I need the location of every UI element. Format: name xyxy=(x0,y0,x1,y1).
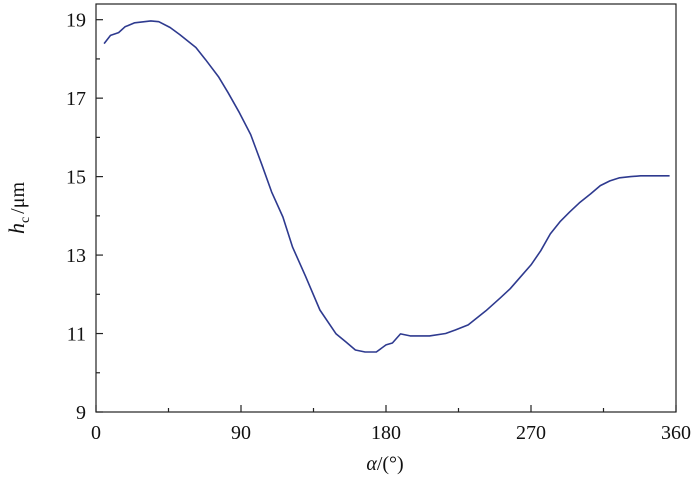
y-tick-label: 13 xyxy=(66,245,86,267)
x-tick-label: 90 xyxy=(231,422,251,444)
x-symbol: α xyxy=(366,453,377,475)
y-unit: /μm xyxy=(7,182,29,214)
y-tick-label: 11 xyxy=(67,324,86,346)
plot-frame xyxy=(95,3,677,413)
y-subscript: c xyxy=(18,217,33,223)
data-line xyxy=(103,20,670,353)
x-axis-title: α/(°) xyxy=(366,453,403,475)
y-tick-label: 9 xyxy=(76,402,86,424)
x-tick-label: 270 xyxy=(516,422,546,444)
y-axis-title: hc/μm xyxy=(4,182,33,234)
y-tick-label: 15 xyxy=(66,167,86,189)
x-tick-label: 0 xyxy=(91,422,101,444)
y-tick-label: 17 xyxy=(66,88,86,110)
x-unit: /(°) xyxy=(377,453,404,475)
x-tick-label: 180 xyxy=(371,422,401,444)
y-tick-label: 19 xyxy=(66,10,86,32)
x-tick-label: 360 xyxy=(661,422,691,444)
y-symbol: h xyxy=(4,223,29,234)
